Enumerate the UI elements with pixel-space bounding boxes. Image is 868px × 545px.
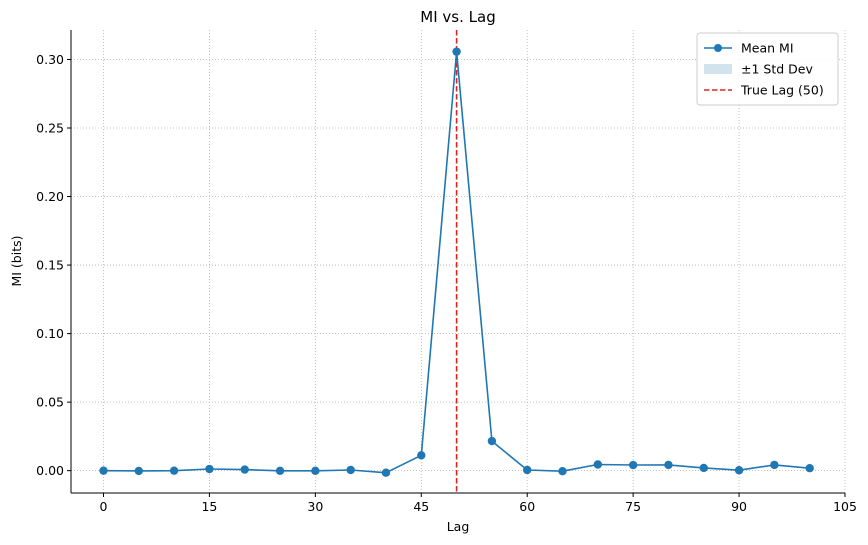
mean-mi-point [593,460,603,469]
y-tick-label: 0.25 [36,121,64,136]
x-tick-label: 60 [519,499,535,514]
x-tick-label: 75 [625,499,641,514]
legend: Mean MI ±1 Std Dev True Lag (50) [696,32,839,106]
chart-title: MI vs. Lag [420,8,495,26]
axes [70,30,845,494]
mean-mi-point [699,463,708,473]
legend-label-std-dev: ±1 Std Dev [741,62,813,77]
legend-box [696,32,839,106]
x-tick-label: 105 [833,499,857,514]
x-tick-label: 0 [100,499,108,514]
mean-mi-point [452,47,461,56]
y-tick-label: 0.20 [36,189,64,204]
grid-layer [71,30,846,493]
legend-mean-mi-marker [714,44,722,52]
mean-mi-point [805,463,814,473]
y-tick-label: 0.00 [36,463,64,478]
x-tick-label: 30 [307,499,323,514]
x-tick-label: 15 [201,499,217,514]
x-tick-label: 90 [731,499,747,514]
ticks: 0 15 30 45 60 75 90 105 0.00 0.05 0.10 0.15 0.20 0.25… [36,52,857,514]
mean-mi-point [169,466,179,475]
y-tick-label: 0.10 [36,326,64,341]
y-tick-label: 0.30 [36,52,64,67]
legend-label-mean-mi: Mean MI [741,41,794,56]
legend-label-true-lag: True Lag (50) [740,83,824,98]
mean-mi-point [558,467,567,476]
y-tick-label: 0.05 [36,395,64,410]
mean-mi-point [240,465,249,474]
mean-mi-point [381,468,391,477]
mean-mi-point [311,466,320,475]
x-tick-label: 45 [413,499,429,514]
mean-mi-point [134,466,143,476]
mean-mi-point [628,460,638,470]
mean-mi-point [770,460,779,470]
y-tick-label: 0.15 [36,258,64,273]
legend-std-dev-swatch [704,64,732,74]
mean-mi-point [417,451,426,460]
y-axis-label: MI (bits) [9,235,24,286]
mean-mi-point [275,466,285,475]
mean-mi-point [99,466,108,475]
mean-mi-point [346,465,355,475]
mean-mi-point [487,436,497,446]
mean-mi-point [523,465,532,475]
mean-mi-point [205,464,214,474]
x-axis-label: Lag [447,519,470,534]
mean-mi-series [99,47,814,477]
mean-mi-point [664,460,673,470]
mean-mi-point [734,466,744,475]
